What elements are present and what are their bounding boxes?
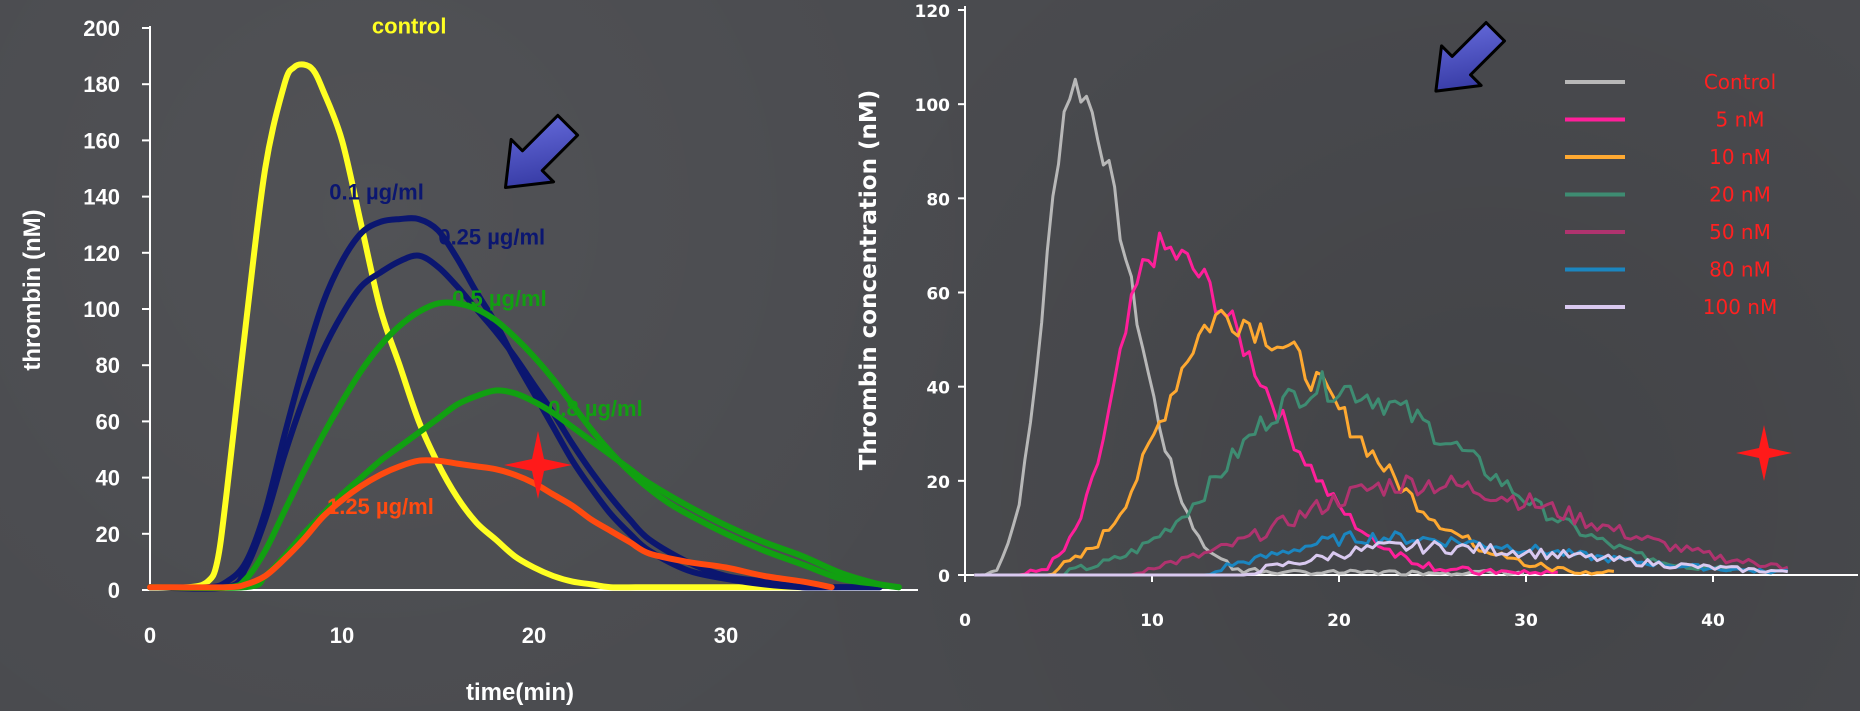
- right-y-tick-label: 100: [915, 96, 951, 116]
- legend-label: 10 nM: [1709, 145, 1771, 169]
- right-y-tick-label: 40: [926, 379, 950, 399]
- left-x-tick-label: 30: [714, 623, 738, 648]
- right-y-tick-label: 60: [926, 285, 950, 305]
- arrow-icon: [503, 113, 580, 190]
- legend-label: 50 nM: [1709, 220, 1771, 244]
- legend-label: 20 nM: [1709, 183, 1771, 207]
- left-x-tick-label: 20: [522, 623, 546, 648]
- right-x-ticks: 0 10 20 30 40: [959, 575, 1725, 631]
- left-x-tick-label: 0: [144, 623, 156, 648]
- arrow-icon: [1434, 21, 1506, 93]
- left-y-tick-label: 80: [96, 353, 120, 378]
- left-y-tick-label: 200: [83, 16, 120, 41]
- legend-label: 80 nM: [1709, 258, 1771, 282]
- left-y-tick-label: 60: [96, 409, 120, 434]
- right-series-line-7: [974, 539, 1789, 577]
- left-series-label-2: 0.1 µg/ml: [329, 179, 424, 204]
- legend-label: 100 nM: [1703, 295, 1777, 319]
- left-chart: 0 20 40 60 80 100 120 140 160 180 200 0 10 20 30 cont…: [19, 14, 918, 706]
- left-x-ticks: 0 10 20 30: [144, 623, 738, 648]
- left-x-axis-label: time(min): [466, 679, 574, 706]
- right-x-tick-label: 30: [1514, 611, 1538, 631]
- right-y-tick-label: 20: [926, 473, 950, 493]
- right-x-tick-label: 20: [1327, 611, 1351, 631]
- left-series-line-1: [147, 61, 806, 591]
- legend-label: 5 nM: [1715, 108, 1764, 132]
- left-y-axis-label: thrombin (nM): [19, 209, 46, 370]
- left-x-tick-label: 10: [330, 623, 354, 648]
- right-series-line-3: [974, 308, 1615, 577]
- right-y-tick-label: 0: [938, 567, 950, 587]
- left-y-tick-label: 180: [83, 72, 120, 97]
- right-y-tick-label: 120: [915, 2, 951, 22]
- left-y-tick-label: 140: [83, 185, 120, 210]
- left-series-label-1: control: [372, 14, 447, 39]
- left-annotations: control 0.1 µg/ml 0.25 µg/ml 0.5 µg/ml 0.8 µ…: [327, 14, 643, 520]
- right-series-line-4: [974, 370, 1732, 577]
- left-series-label-6: 1.25 µg/ml: [327, 494, 434, 519]
- left-series-label-3: 0.25 µg/ml: [438, 224, 545, 249]
- left-series-line-4: [147, 299, 902, 591]
- star-icon: [504, 431, 572, 499]
- left-y-tick-label: 100: [83, 297, 120, 322]
- right-x-tick-label: 10: [1140, 611, 1164, 631]
- left-y-tick-label: 160: [83, 128, 120, 153]
- left-y-tick-label: 0: [108, 578, 120, 603]
- left-y-tick-label: 40: [96, 466, 120, 491]
- left-series-lines: [147, 61, 902, 592]
- left-y-tick-label: 20: [96, 522, 120, 547]
- right-y-axis-label: Thrombin concentration (nM): [856, 90, 882, 471]
- right-y-tick-label: 80: [926, 190, 950, 210]
- left-y-tick-label: 120: [83, 241, 120, 266]
- left-series-label-5: 0.8 µg/ml: [548, 396, 643, 421]
- left-series-label-4: 0.5 µg/ml: [452, 286, 547, 311]
- left-series-line-6: [147, 457, 835, 591]
- right-x-tick-label: 0: [959, 611, 971, 631]
- right-chart: 0 20 40 60 80 100 120 0 10 20 30 40 Control 5 nM 10 …: [856, 2, 1858, 631]
- right-series-lines: [974, 77, 1789, 577]
- left-y-ticks: 0 20 40 60 80 100 120 140 160 180 200: [83, 16, 150, 603]
- right-legend: Control 5 nM 10 nM 20 nM 50 nM 80 nM 100 nM: [1565, 70, 1777, 319]
- right-series-line-5: [974, 474, 1789, 577]
- left-series-line-2: [147, 215, 883, 591]
- star-icon: [1736, 425, 1792, 481]
- legend-label: Control: [1704, 70, 1776, 94]
- right-series-line-2: [974, 231, 1558, 577]
- right-series-line-1: [974, 77, 1525, 577]
- right-y-ticks: 0 20 40 60 80 100 120: [915, 2, 965, 587]
- right-x-tick-label: 40: [1701, 611, 1725, 631]
